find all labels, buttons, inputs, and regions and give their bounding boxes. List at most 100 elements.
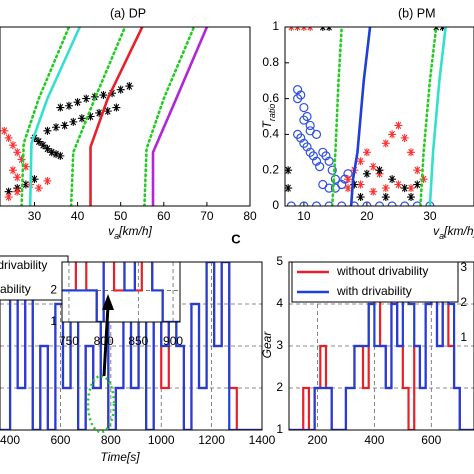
- point: [34, 137, 43, 146]
- point: [299, 115, 309, 125]
- point: [293, 85, 303, 95]
- panel: 1 2 3: [460, 260, 467, 344]
- x-tick-label: 800: [94, 334, 114, 348]
- x-axis-label: va[km/h]: [433, 224, 474, 241]
- y-tick-label: 2: [276, 380, 283, 394]
- point: [407, 148, 415, 157]
- line: [62, 262, 180, 322]
- point: [324, 201, 334, 206]
- point: [116, 85, 125, 94]
- line: [428, 27, 447, 206]
- line: [151, 27, 209, 206]
- point: [95, 108, 104, 117]
- plot-area: [285, 27, 474, 206]
- panel: 10 20 30 0 0.2 0.4 0.6 0.8 1 (b) PM va[km/h] Tratio: [260, 6, 474, 241]
- x-axis-label: Time[s]: [100, 450, 140, 464]
- point: [324, 183, 334, 193]
- point: [296, 133, 306, 143]
- point: [381, 193, 390, 202]
- x-axis-label-part: Time[s]: [100, 450, 140, 464]
- y-tick-label: 1: [276, 422, 283, 436]
- point: [17, 155, 26, 164]
- point: [356, 157, 365, 166]
- y-tick-label: 1: [272, 19, 279, 33]
- point: [43, 126, 52, 135]
- point: [362, 148, 371, 157]
- point: [13, 173, 22, 182]
- x-tick-label: 750: [59, 334, 79, 348]
- point: [374, 201, 385, 206]
- point: [394, 121, 403, 130]
- point: [349, 201, 359, 206]
- point: [52, 123, 61, 132]
- point: [350, 180, 359, 189]
- line: [0, 262, 262, 430]
- point: [0, 126, 9, 135]
- point: [82, 94, 91, 103]
- x-axis-label-part: a: [439, 231, 444, 241]
- x-tick-label: 50: [114, 209, 128, 223]
- y-tick-label: 0.4: [262, 127, 279, 141]
- point: [356, 180, 365, 189]
- point: [112, 103, 121, 112]
- point: [381, 139, 390, 148]
- x-axis-label: va[km/h]: [108, 224, 152, 241]
- x-tick-label: 400: [364, 433, 384, 447]
- x-axis-label-part: [km/h]: [443, 224, 474, 238]
- line: [143, 27, 196, 206]
- point: [400, 201, 410, 206]
- point: [43, 144, 52, 153]
- point: [4, 133, 13, 142]
- y-tick-label: 0.8: [262, 55, 279, 69]
- line: [349, 27, 372, 206]
- line: [89, 27, 144, 206]
- point: [311, 201, 322, 206]
- line: [419, 27, 438, 206]
- legend-label: without drivability: [0, 258, 47, 272]
- point: [60, 121, 69, 130]
- point: [285, 184, 293, 193]
- x-axis-label-part: v: [108, 224, 115, 238]
- x-tick-label: 1000: [148, 433, 175, 447]
- line: [289, 262, 474, 430]
- x-tick-label: 40: [71, 209, 85, 223]
- point: [400, 133, 409, 142]
- point: [315, 162, 325, 172]
- point: [13, 148, 22, 157]
- point: [412, 201, 422, 206]
- point: [293, 93, 303, 104]
- point: [344, 184, 352, 193]
- y-axis-label: Tratio: [260, 104, 277, 129]
- point: [39, 141, 48, 150]
- point: [375, 166, 384, 175]
- point: [302, 142, 312, 152]
- point: [56, 103, 65, 112]
- legend-label: with drivability: [0, 282, 31, 296]
- point: [285, 166, 293, 175]
- y-tick-label: 3: [460, 260, 467, 274]
- point: [321, 151, 331, 161]
- x-tick-label: 600: [421, 433, 441, 447]
- point: [400, 184, 409, 193]
- point: [337, 201, 347, 206]
- point: [369, 162, 378, 171]
- panel: 200 400 600 1 2 3 4 5 Gear without drivability wit…: [260, 254, 474, 447]
- point: [77, 114, 86, 123]
- point: [413, 166, 422, 175]
- y-tick-label: 2: [50, 283, 57, 297]
- point: [356, 193, 365, 202]
- point: [34, 184, 43, 193]
- point: [47, 148, 56, 157]
- point: [327, 165, 337, 175]
- point: [362, 201, 372, 206]
- point: [337, 179, 347, 190]
- point: [52, 150, 61, 159]
- point: [381, 184, 390, 193]
- point: [388, 175, 397, 184]
- x-tick-label: 1200: [198, 433, 225, 447]
- point: [73, 98, 82, 107]
- point: [8, 166, 17, 175]
- point: [299, 102, 309, 113]
- point: [13, 187, 22, 196]
- point: [299, 201, 309, 206]
